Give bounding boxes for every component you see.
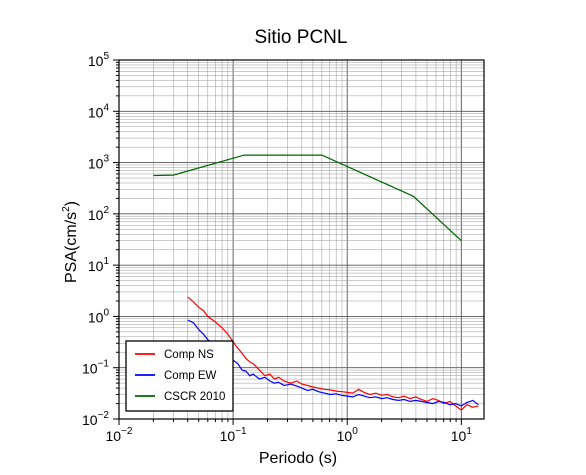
x-tick-label: 100 <box>337 426 359 444</box>
y-axis-label-main: PSA(cm/s <box>63 212 80 283</box>
y-tick-label: 10−2 <box>82 410 109 428</box>
legend-box <box>125 340 234 412</box>
series-line-comp-ns <box>187 296 479 411</box>
y-axis-label-sup: 2 <box>61 206 72 212</box>
x-tick-label: 101 <box>451 426 473 444</box>
y-axis-label: PSA(cm/s2) <box>61 201 80 283</box>
legend-label: CSCR 2010 <box>164 391 225 403</box>
x-tick-label: 10−2 <box>106 426 133 444</box>
x-tick-label: 10−1 <box>220 426 247 444</box>
y-tick-label: 103 <box>88 154 110 172</box>
legend: Comp NS Comp EW CSCR 2010 <box>125 340 234 412</box>
x-axis-label: Periodo (s) <box>259 450 337 467</box>
y-tick-label: 102 <box>88 205 110 223</box>
grid <box>118 59 484 420</box>
y-tick-labels: 10−2 10−1 100 101 102 103 104 105 <box>82 51 109 428</box>
y-tick-label: 10−1 <box>82 359 109 377</box>
y-tick-label: 105 <box>88 51 110 69</box>
y-tick-label: 100 <box>88 307 110 325</box>
series-line-comp-ew <box>187 319 479 407</box>
legend-label: Comp EW <box>164 370 217 382</box>
axis-ticks <box>113 59 462 425</box>
x-tick-labels: 10−2 10−1 100 101 <box>106 426 473 444</box>
y-axis-label-close: ) <box>63 201 80 206</box>
chart-title: Sitio PCNL <box>255 27 348 48</box>
legend-label: Comp NS <box>164 349 214 361</box>
y-tick-label: 104 <box>88 102 110 120</box>
series-layer <box>153 154 479 411</box>
series-line-cscr-2010 <box>153 154 462 242</box>
y-tick-label: 101 <box>88 256 110 274</box>
